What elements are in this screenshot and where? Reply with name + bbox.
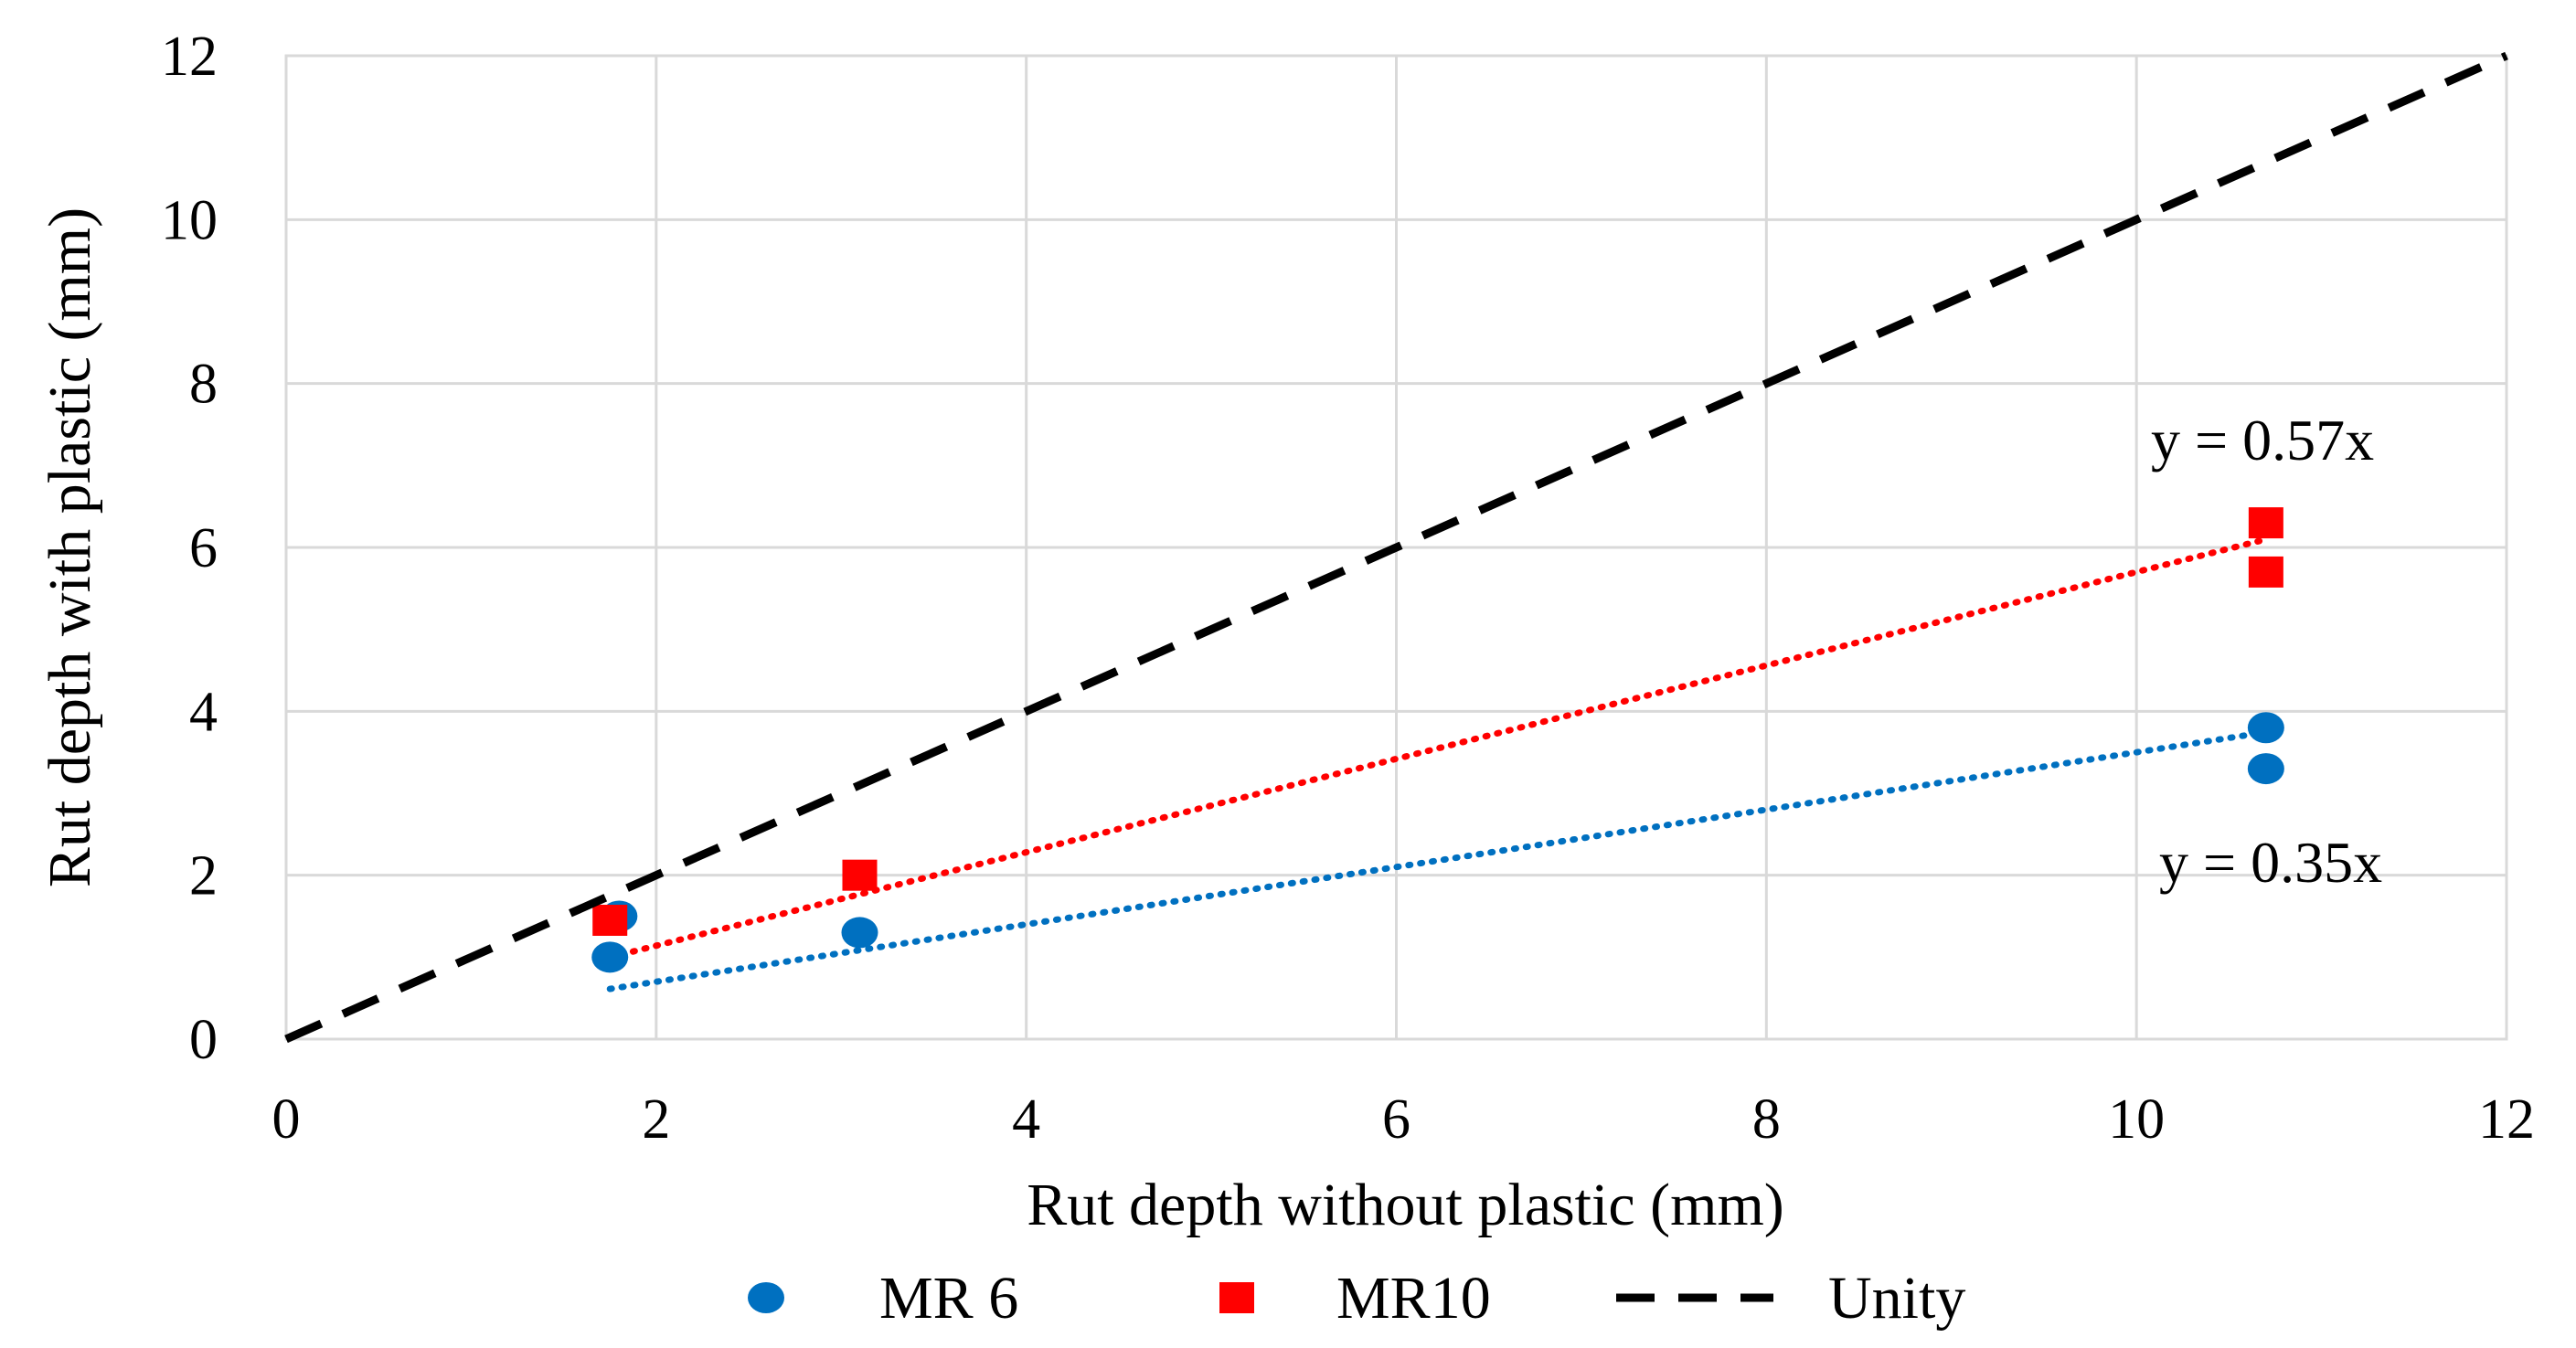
y-axis-title: Rut depth with plastic (mm) — [37, 207, 103, 887]
plot-border — [284, 54, 2508, 1041]
y-tick-label: 6 — [189, 517, 218, 579]
data-point — [842, 859, 878, 891]
y-tick-label: 8 — [189, 354, 218, 416]
y-tick-label: 2 — [189, 845, 218, 908]
legend-label: MR10 — [1336, 1265, 1491, 1332]
y-tick-label: 12 — [161, 26, 218, 88]
unity-line — [284, 51, 2508, 1044]
y-tick-label: 10 — [161, 189, 218, 251]
x-tick-label: 2 — [642, 1088, 670, 1151]
data-point — [591, 941, 629, 973]
data-point — [841, 917, 878, 949]
data-point — [2247, 753, 2284, 785]
data-point — [2247, 712, 2284, 744]
trendline — [606, 536, 2270, 961]
plot-area-border — [284, 54, 2508, 1041]
x-axis-title: Rut depth without plastic (mm) — [1027, 1172, 1784, 1238]
series-layer — [284, 51, 2508, 1044]
trendline-label: y = 0.57x — [2151, 408, 2374, 472]
y-tick-label: 0 — [189, 1009, 218, 1071]
legend: MR 6 MR10 Unity — [748, 1265, 1965, 1332]
x-tick-label: 12 — [2478, 1088, 2535, 1151]
x-tick-label: 8 — [1752, 1088, 1781, 1151]
legend-label: Unity — [1828, 1265, 1965, 1332]
legend-label: MR 6 — [879, 1265, 1018, 1332]
x-tick-label: 4 — [1012, 1088, 1040, 1151]
legend-marker — [1219, 1282, 1254, 1313]
y-tick-label: 4 — [189, 681, 218, 743]
data-point — [2248, 556, 2283, 588]
data-point — [2248, 507, 2283, 539]
y-tick-labels: 0 2 4 6 8 10 12 — [161, 26, 218, 1071]
trendline-label: y = 0.35x — [2159, 830, 2382, 895]
legend-marker — [748, 1282, 784, 1313]
annotations: y = 0.57x y = 0.35x — [2151, 408, 2382, 895]
data-point — [592, 904, 628, 936]
x-tick-labels: 0 2 4 6 8 10 12 — [272, 1088, 2536, 1151]
x-tick-label: 10 — [2108, 1088, 2165, 1151]
x-tick-label: 0 — [272, 1088, 301, 1151]
x-tick-label: 6 — [1382, 1088, 1410, 1151]
